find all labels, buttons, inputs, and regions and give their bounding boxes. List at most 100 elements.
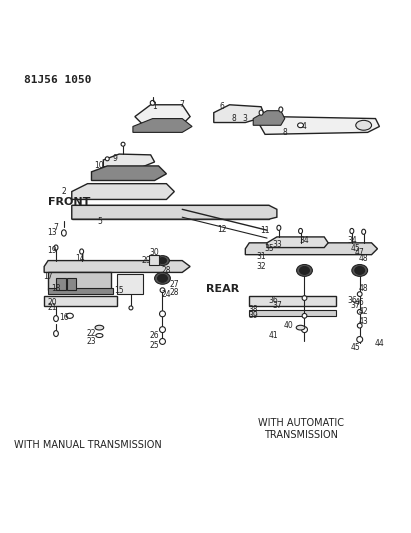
Text: 2: 2	[62, 187, 66, 196]
Text: 28: 28	[162, 266, 171, 275]
Ellipse shape	[357, 324, 362, 328]
Text: 24: 24	[162, 289, 171, 298]
Ellipse shape	[121, 142, 125, 146]
Ellipse shape	[96, 334, 103, 337]
Text: 48: 48	[359, 284, 369, 293]
Ellipse shape	[362, 229, 366, 235]
Ellipse shape	[298, 229, 302, 233]
Text: 28: 28	[170, 288, 179, 297]
Ellipse shape	[277, 225, 281, 230]
Bar	[149, 255, 159, 264]
Text: 37: 37	[351, 302, 360, 310]
Text: 15: 15	[114, 286, 124, 295]
Polygon shape	[133, 118, 192, 132]
Text: 18: 18	[51, 284, 61, 293]
Bar	[117, 274, 143, 294]
Polygon shape	[257, 117, 379, 134]
Text: 36: 36	[268, 295, 278, 304]
Polygon shape	[245, 243, 377, 255]
Text: 45: 45	[351, 244, 360, 253]
Text: 38: 38	[248, 305, 258, 314]
Text: 43: 43	[359, 317, 369, 326]
Bar	[56, 278, 66, 290]
Text: 22: 22	[87, 329, 96, 338]
Text: 13: 13	[47, 229, 57, 238]
Ellipse shape	[156, 256, 169, 265]
Ellipse shape	[129, 306, 133, 310]
Ellipse shape	[302, 313, 307, 318]
Ellipse shape	[66, 313, 73, 318]
Text: 41: 41	[268, 331, 278, 340]
Text: 81J56 1050: 81J56 1050	[24, 75, 92, 85]
Text: 16: 16	[59, 313, 69, 322]
Text: WITH MANUAL TRANSMISSION: WITH MANUAL TRANSMISSION	[14, 440, 162, 450]
Text: 44: 44	[374, 339, 384, 348]
Text: 40: 40	[284, 321, 293, 330]
Text: 9: 9	[113, 154, 118, 163]
Ellipse shape	[298, 123, 303, 127]
Bar	[48, 288, 113, 294]
Bar	[72, 205, 269, 219]
Ellipse shape	[62, 230, 66, 236]
Text: 4: 4	[302, 122, 307, 131]
Text: 31: 31	[256, 252, 266, 261]
Ellipse shape	[160, 288, 165, 293]
Text: 10: 10	[95, 161, 104, 171]
Ellipse shape	[157, 274, 167, 282]
Bar	[249, 296, 336, 306]
Ellipse shape	[357, 336, 363, 342]
Ellipse shape	[54, 245, 58, 250]
Text: 1: 1	[152, 102, 157, 111]
Polygon shape	[103, 154, 155, 167]
Text: 8: 8	[282, 128, 287, 137]
Text: 37: 37	[272, 302, 282, 310]
Text: 42: 42	[359, 308, 369, 317]
Text: 12: 12	[217, 224, 226, 233]
Ellipse shape	[159, 327, 166, 333]
Ellipse shape	[350, 229, 354, 233]
Bar	[249, 310, 336, 316]
Ellipse shape	[155, 272, 171, 284]
Text: 34: 34	[347, 236, 357, 245]
Ellipse shape	[53, 330, 58, 336]
Text: 47: 47	[355, 248, 365, 257]
Ellipse shape	[53, 316, 58, 321]
Polygon shape	[135, 105, 190, 125]
Text: 6: 6	[219, 102, 224, 111]
Text: 30: 30	[150, 248, 159, 257]
Ellipse shape	[279, 107, 283, 112]
Text: 29: 29	[142, 256, 152, 265]
Polygon shape	[72, 205, 277, 219]
Polygon shape	[214, 105, 265, 123]
Ellipse shape	[105, 157, 109, 161]
Ellipse shape	[355, 266, 365, 274]
Text: 34: 34	[300, 236, 309, 245]
Ellipse shape	[150, 100, 155, 105]
Ellipse shape	[159, 311, 166, 317]
Ellipse shape	[95, 325, 104, 330]
Text: FRONT: FRONT	[48, 197, 90, 207]
Polygon shape	[48, 272, 111, 290]
Ellipse shape	[259, 110, 263, 115]
Bar	[67, 278, 76, 290]
Text: 48: 48	[359, 254, 369, 263]
Text: 23: 23	[87, 337, 96, 346]
Text: 17: 17	[43, 272, 53, 281]
Text: 8: 8	[231, 114, 236, 123]
Text: 36: 36	[347, 295, 357, 304]
Ellipse shape	[300, 266, 309, 274]
Ellipse shape	[159, 257, 166, 263]
Polygon shape	[92, 166, 166, 181]
Text: 32: 32	[256, 262, 266, 271]
Text: 20: 20	[47, 297, 57, 306]
Polygon shape	[267, 237, 328, 247]
Ellipse shape	[80, 249, 83, 254]
Text: 27: 27	[169, 280, 179, 289]
Text: WITH AUTOMATIC
TRANSMISSION: WITH AUTOMATIC TRANSMISSION	[258, 418, 344, 440]
Ellipse shape	[356, 120, 372, 130]
Text: 25: 25	[150, 341, 159, 350]
Text: 7: 7	[53, 223, 58, 231]
Text: 14: 14	[75, 254, 85, 263]
Text: 21: 21	[47, 303, 57, 312]
Text: 33: 33	[272, 240, 282, 249]
